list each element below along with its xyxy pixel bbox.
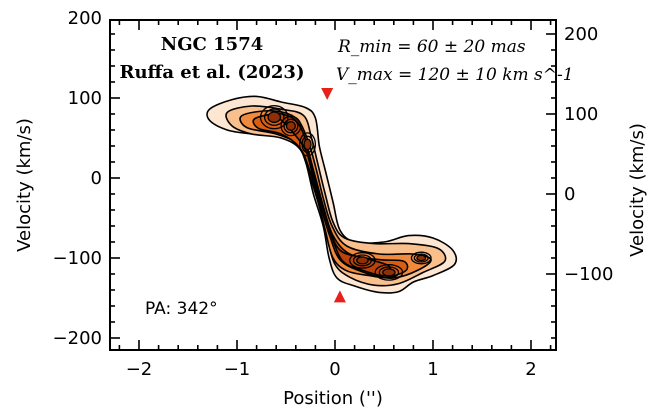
- contour-peak-0-2: [267, 111, 282, 124]
- contour-peak-3-1: [352, 254, 372, 267]
- contour-peak-5-1: [413, 253, 429, 263]
- x-axis-title: Position (''): [283, 388, 383, 409]
- contour-peak-4-1: [378, 266, 400, 279]
- reference-label: Ruffa et al. (2023): [120, 62, 305, 83]
- y-tick-label-left: 0: [91, 168, 102, 189]
- contour-peak-4-0: [374, 264, 404, 281]
- tick-labels: −2 −1 0 1 2 −200 −100 0 100 200 −100 0 100 200: [53, 8, 614, 380]
- contour-peak-5-0: [410, 251, 432, 265]
- y-tick-label-right: 100: [564, 104, 598, 125]
- contour-peak-3-2: [356, 256, 369, 265]
- x-tick-label: 0: [329, 359, 340, 380]
- y-tick-label-right: −100: [564, 264, 613, 285]
- axes-frame: [109, 19, 557, 351]
- contour-peak-3-0: [349, 252, 376, 269]
- center-markers: [321, 88, 346, 303]
- contour-peak-0-1: [263, 108, 285, 126]
- contour-peak-4-2: [382, 268, 396, 277]
- y-tick-label-left: 100: [68, 88, 102, 109]
- y-tick-label-right: 0: [564, 184, 575, 205]
- object-name: NGC 1574: [161, 34, 264, 55]
- param-rmin: R_min = 60 ± 20 mas: [337, 37, 526, 57]
- param-vmax: V_max = 120 ± 10 km s^-1: [336, 65, 574, 85]
- y-axis-title-left: Velocity (km/s): [14, 118, 35, 252]
- contour-peak-2-1: [301, 135, 314, 154]
- contour-peak-2-0: [299, 132, 317, 157]
- y-axis-title-right: Velocity (km/s): [627, 123, 648, 257]
- marker-bottom: [333, 290, 346, 303]
- y-tick-label-left: −200: [53, 328, 102, 349]
- contour-peak-1-1: [283, 118, 299, 134]
- emission-contours: [206, 95, 458, 294]
- contour-peak-2-2: [303, 138, 312, 151]
- y-tick-label-left: −100: [53, 248, 102, 269]
- x-tick-label: −2: [126, 359, 153, 380]
- tick-marks: [110, 20, 556, 350]
- pa-label: PA: 342°: [145, 299, 218, 319]
- x-tick-label: 2: [525, 359, 536, 380]
- y-tick-label-right: 200: [564, 24, 598, 45]
- contour-peak-1-2: [285, 121, 296, 131]
- marker-top: [321, 88, 334, 100]
- x-tick-label: 1: [427, 359, 438, 380]
- contour-peak-1-0: [280, 115, 302, 137]
- x-tick-label: −1: [224, 359, 251, 380]
- contour-peak-5-2: [416, 254, 427, 262]
- plot-frame: [109, 19, 557, 351]
- y-tick-label-left: 200: [68, 8, 102, 29]
